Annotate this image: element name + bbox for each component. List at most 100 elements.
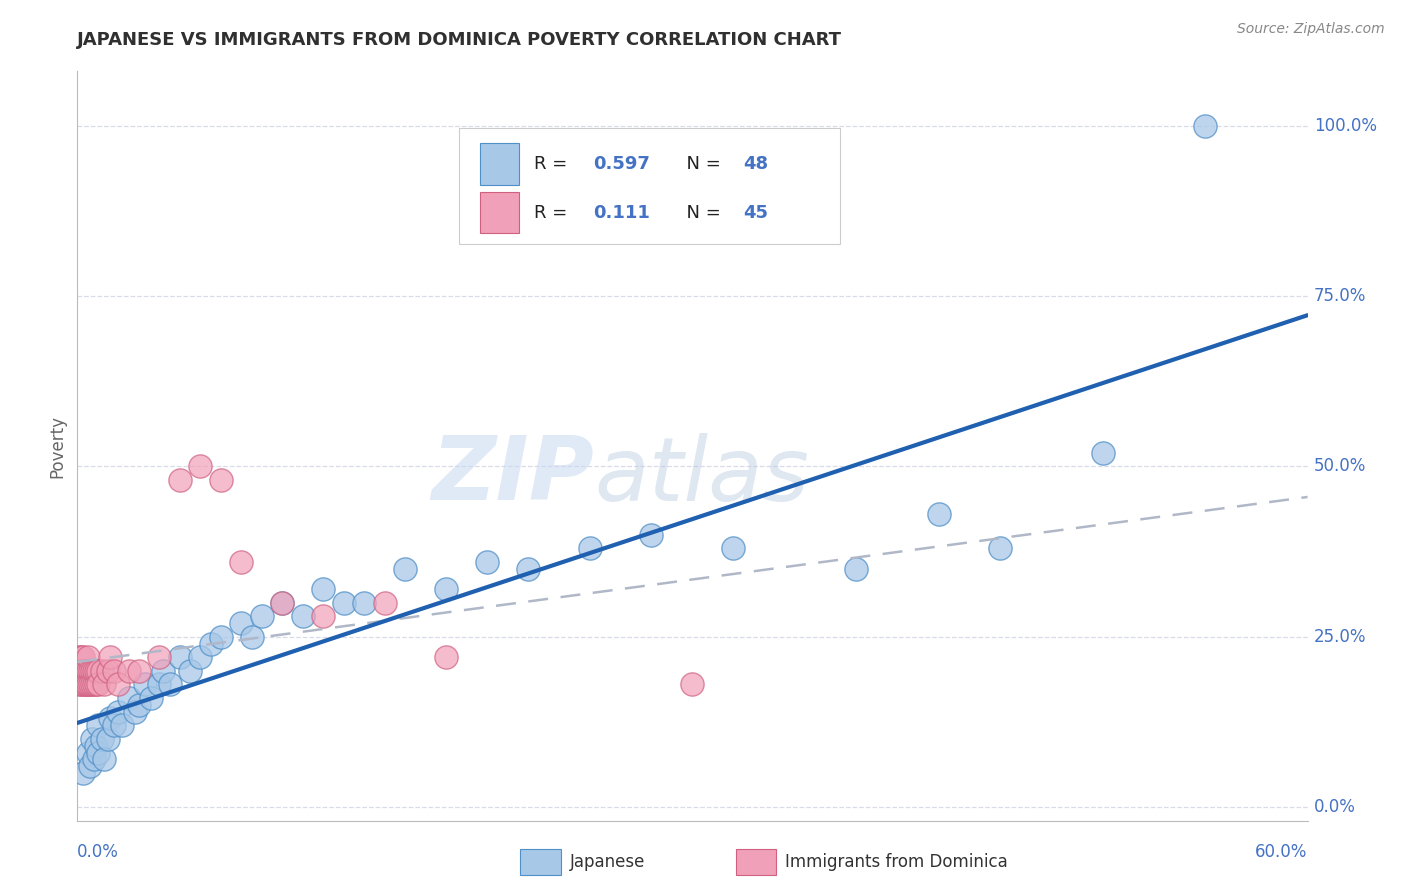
Point	[72, 650, 94, 665]
Point	[103, 718, 125, 732]
Point	[271, 596, 294, 610]
Point	[67, 664, 90, 678]
Point	[72, 766, 94, 780]
Point	[1091, 446, 1114, 460]
Point	[87, 664, 110, 678]
Point	[98, 711, 121, 725]
Point	[103, 664, 125, 678]
Bar	[479, 192, 519, 234]
Point	[75, 677, 97, 691]
Point	[80, 664, 103, 678]
Point	[517, 561, 540, 575]
Point	[84, 664, 107, 678]
Text: atlas: atlas	[595, 433, 808, 519]
Point	[76, 677, 98, 691]
Bar	[479, 144, 519, 185]
Point	[333, 596, 356, 610]
Point	[83, 677, 105, 691]
Text: N =: N =	[675, 203, 727, 222]
Point	[107, 705, 129, 719]
Point	[209, 473, 232, 487]
Point	[148, 677, 170, 691]
Point	[250, 609, 273, 624]
Point	[67, 677, 90, 691]
Point	[291, 609, 314, 624]
Point	[640, 527, 662, 541]
Text: Source: ZipAtlas.com: Source: ZipAtlas.com	[1237, 22, 1385, 37]
Point	[90, 731, 114, 746]
Point	[75, 677, 97, 691]
Point	[477, 555, 499, 569]
Point	[209, 630, 232, 644]
Point	[87, 677, 110, 691]
Point	[107, 677, 129, 691]
Point	[98, 650, 121, 665]
Point	[188, 459, 212, 474]
Point	[72, 677, 94, 691]
Point	[169, 650, 191, 665]
Point	[76, 746, 98, 760]
Point	[76, 650, 98, 665]
Point	[80, 731, 103, 746]
Point	[188, 650, 212, 665]
Point	[70, 664, 93, 678]
Text: 25.0%: 25.0%	[1313, 628, 1367, 646]
Point	[312, 609, 335, 624]
Text: R =: R =	[534, 203, 578, 222]
Text: 100.0%: 100.0%	[1313, 117, 1376, 135]
Point	[231, 616, 253, 631]
Point	[200, 636, 222, 650]
Text: 75.0%: 75.0%	[1313, 287, 1367, 305]
Point	[579, 541, 602, 556]
Point	[988, 541, 1011, 556]
Text: 60.0%: 60.0%	[1256, 843, 1308, 861]
Point	[723, 541, 745, 556]
Point	[97, 664, 120, 678]
Y-axis label: Poverty: Poverty	[48, 415, 66, 477]
Point	[75, 664, 97, 678]
Point	[97, 731, 120, 746]
Point	[93, 752, 115, 766]
Text: 50.0%: 50.0%	[1313, 458, 1367, 475]
Point	[93, 677, 115, 691]
Point	[83, 664, 105, 678]
Point	[231, 555, 253, 569]
Point	[128, 698, 150, 712]
Point	[87, 718, 110, 732]
Text: N =: N =	[675, 155, 727, 173]
Bar	[735, 849, 776, 875]
Point	[271, 596, 294, 610]
Point	[72, 664, 94, 678]
Text: 48: 48	[742, 155, 768, 173]
Point	[111, 718, 134, 732]
Point	[436, 582, 458, 596]
Point	[79, 759, 101, 773]
Text: Japanese: Japanese	[569, 853, 645, 871]
Point	[152, 664, 174, 678]
Point	[128, 664, 150, 678]
Point	[374, 596, 396, 610]
Point	[845, 561, 868, 575]
Text: 0.111: 0.111	[593, 203, 650, 222]
Point	[83, 752, 105, 766]
Point	[312, 582, 335, 596]
Point	[1194, 119, 1216, 133]
Text: Immigrants from Dominica: Immigrants from Dominica	[785, 853, 1008, 871]
Point	[117, 691, 139, 706]
Point	[124, 705, 146, 719]
Point	[87, 746, 110, 760]
Text: 0.0%: 0.0%	[77, 843, 120, 861]
Point	[84, 739, 107, 753]
Point	[394, 561, 416, 575]
Point	[90, 664, 114, 678]
Point	[72, 664, 94, 678]
Point	[70, 650, 93, 665]
Text: ZIP: ZIP	[432, 433, 595, 519]
Point	[159, 677, 181, 691]
Point	[80, 677, 103, 691]
Text: 0.597: 0.597	[593, 155, 650, 173]
FancyBboxPatch shape	[458, 128, 841, 244]
Point	[436, 650, 458, 665]
Text: R =: R =	[534, 155, 572, 173]
Point	[67, 650, 90, 665]
